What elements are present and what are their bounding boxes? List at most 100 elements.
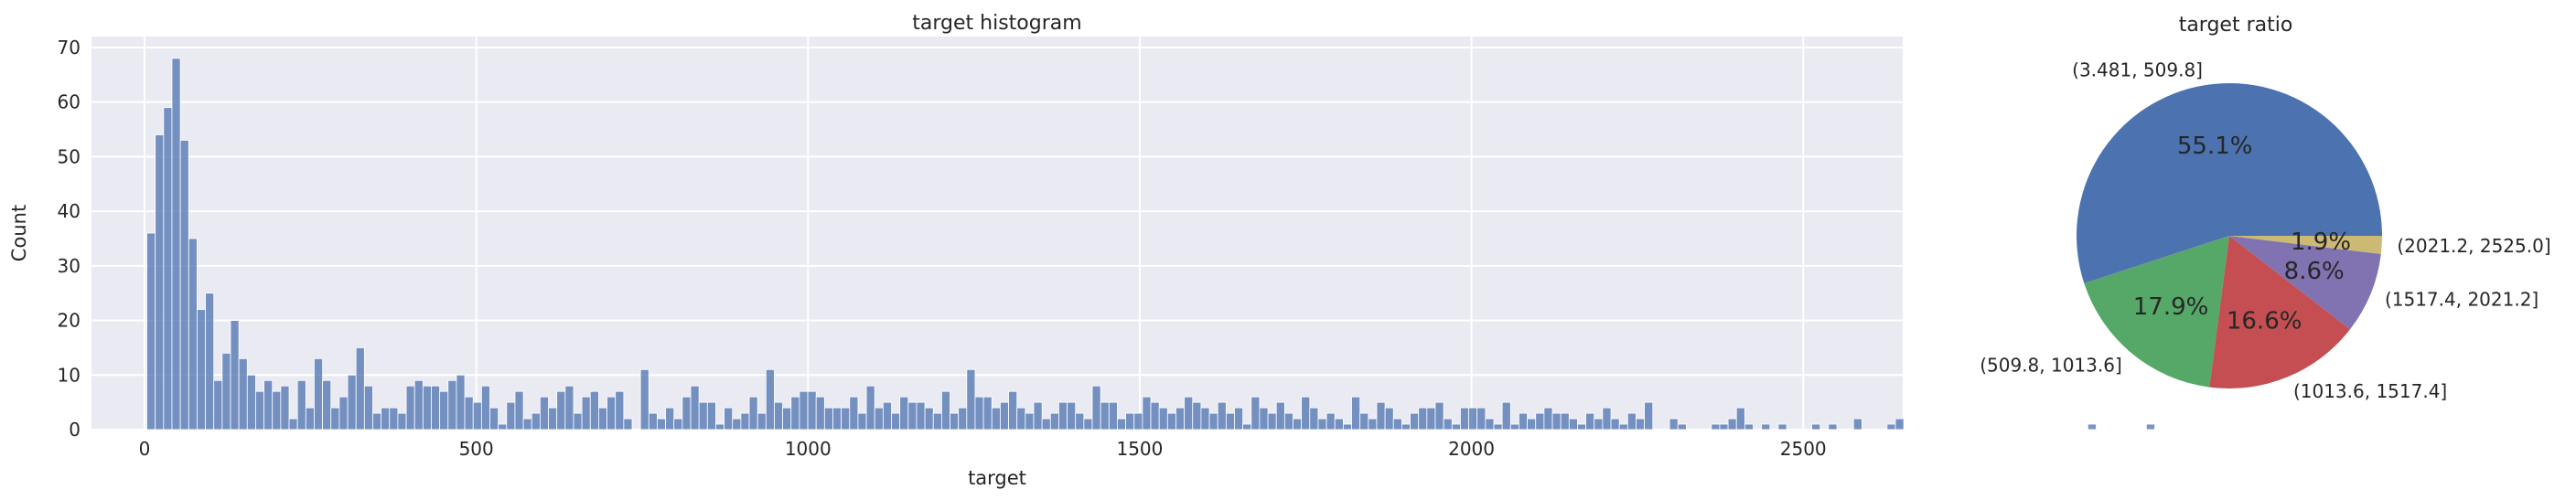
histogram-bar [1100,401,1110,431]
histogram-bar [1000,401,1009,431]
histogram-bar [146,232,156,431]
histogram-bar [439,390,449,431]
histogram-bar [982,396,993,431]
histogram-bar [1158,407,1168,431]
histogram-bar [1426,407,1436,431]
histogram-bar [790,396,800,431]
histogram-bar [355,347,365,431]
histogram-bar [1326,412,1336,431]
histogram-bar [372,412,382,431]
histogram-bar [272,390,282,431]
histogram-bar [1828,423,1838,431]
histogram-bar [1886,423,1896,431]
histogram-bar [1267,412,1277,431]
histogram-x-tick-label: 0 [139,438,151,460]
histogram-bar [548,407,558,431]
histogram-bar [1735,407,1745,431]
histogram-bar [1610,418,1620,431]
histogram-bar [1460,407,1469,431]
histogram-y-tick-label: 70 [58,37,80,59]
histogram-bar [1293,418,1303,431]
histogram-bar [1560,412,1570,431]
histogram-bar [1636,418,1646,431]
histogram-bar [715,423,725,431]
histogram-bar [205,293,215,431]
pie-percent-label: 8.6% [2284,258,2345,285]
histogram-bar [1133,412,1143,431]
histogram-bar [221,352,231,431]
histogram-bar [606,396,617,431]
histogram-bar [531,412,541,431]
histogram-y-tick-label: 0 [69,419,80,441]
histogram-bar [1711,423,1721,431]
histogram-y-ticks: 0 10 20 30 40 50 60 70 [58,37,80,441]
histogram-bar [1242,423,1252,431]
histogram-bar [598,407,607,431]
histogram-x-ticks: 0 500 1000 1500 2000 2500 [139,438,1827,460]
histogram-bar [774,401,784,431]
histogram-bar [639,368,649,431]
histogram-bar [1644,401,1654,431]
histogram-bar [1368,418,1378,431]
histogram-bar [556,390,566,431]
pie-slice [2209,236,2351,388]
histogram-bar [1108,401,1118,431]
histogram-bar [314,357,324,431]
histogram-bar [832,407,843,431]
histogram-bar [1142,396,1152,431]
histogram-bar [732,418,742,431]
histogram-bar [480,385,490,431]
histogram-bar [322,379,332,431]
histogram-bar [1577,423,1587,431]
histogram-bar [522,418,532,431]
histogram-bar [1568,418,1578,431]
histogram-bar [799,390,809,431]
histogram-bar [1602,407,1612,431]
pie-slice [2084,236,2229,388]
histogram-bar [381,407,391,431]
pie-category-label: (1013.6, 1517.4] [2293,380,2447,402]
histogram-bar [1067,401,1077,431]
histogram-bar [740,412,750,431]
histogram-x-tick-label: 2500 [1780,438,1827,460]
histogram-bar [573,412,583,431]
histogram-bar [155,134,165,431]
histogram-bar [907,401,918,431]
histogram-bar [288,418,298,431]
pie-labels: 55.1% (3.481, 509.8] 17.9% (509.8, 1013.6] 1… [1980,59,2550,402]
histogram-bar [179,140,189,431]
histogram-bar [1485,418,1495,431]
histogram-y-tick-label: 60 [58,91,80,113]
histogram-bar [431,385,441,431]
histogram-bar [1166,412,1176,431]
histogram-bar [765,368,775,431]
histogram-bar [1509,423,1519,431]
histogram-bar [1125,412,1135,431]
histogram-bar [514,390,524,431]
histogram-bar [230,320,240,431]
histogram-bar [405,385,415,431]
histogram-title: target histogram [912,12,1081,35]
pie-title: target ratio [2179,14,2293,37]
histogram-bar [1761,423,1771,431]
histogram-bar [1618,423,1628,431]
histogram-bar [1519,412,1528,431]
histogram-bar [1777,423,1787,431]
histogram-bar [1594,418,1604,431]
histogram-bar [1283,412,1293,431]
histogram-bar [363,385,373,431]
histogram-bar [1894,418,1905,431]
histogram-bar [1192,401,1202,431]
histogram-bar [238,357,248,431]
histogram-bar [1451,423,1461,431]
histogram-bar [1551,412,1562,431]
histogram-bar [623,418,633,431]
histogram-bar [2087,423,2097,431]
histogram-bar [1217,401,1227,431]
histogram-bar [916,401,926,431]
histogram-bar [422,385,432,431]
histogram-bar [1468,407,1478,431]
histogram-bar [397,412,407,431]
histogram-bar [932,412,942,431]
histogram-y-tick-label: 50 [58,145,80,167]
